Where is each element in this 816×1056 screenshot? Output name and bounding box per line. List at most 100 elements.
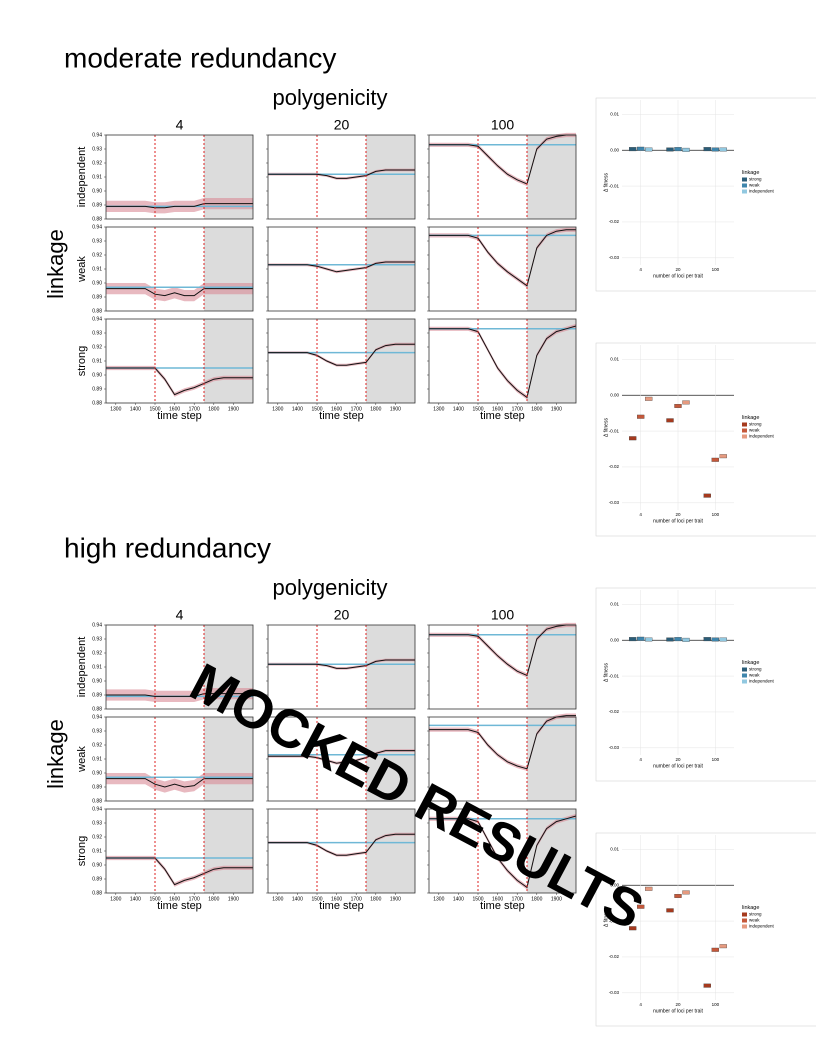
legend-swatch (742, 918, 747, 923)
legend-label: weak (749, 428, 760, 433)
row-label: strong (76, 346, 88, 377)
y-tick-label: 0.88 (92, 308, 102, 314)
y-tick-label: 0.88 (92, 890, 102, 896)
box (711, 147, 719, 152)
legend-swatch (742, 924, 747, 929)
confidence-band (106, 688, 253, 702)
column-label: 4 (176, 607, 184, 623)
y-tick-label: 0.93 (92, 820, 102, 826)
x-tick-label: 1900 (228, 406, 239, 412)
treated-line (429, 624, 576, 677)
x-tick-label: 4 (639, 1002, 642, 1007)
y-tick-label: -0.03 (609, 500, 620, 505)
x-tick-label: 1800 (208, 406, 219, 412)
treated-line (429, 134, 576, 185)
treated-line (106, 367, 253, 396)
y-tick-label: 0.92 (92, 252, 102, 258)
y-tick-label: 0.90 (92, 862, 102, 868)
box (666, 637, 674, 642)
box (711, 637, 719, 642)
box (682, 890, 690, 895)
treated-line (106, 203, 253, 209)
y-tick-label: 0.92 (92, 650, 102, 656)
y-tick-label: 0.00 (610, 147, 619, 152)
x-tick-label: 1700 (512, 406, 523, 412)
section-title: moderate redundancy (64, 42, 336, 73)
panel-frame (267, 808, 416, 894)
boxplot: -0.03 -0.02 -0.01 0.00 0.01 Δ fitness 4 20 100 nu… (595, 342, 816, 537)
legend-label: weak (749, 918, 760, 923)
y-tick-label: 0.93 (92, 728, 102, 734)
confidence-band (429, 813, 576, 890)
box (674, 404, 682, 408)
y-tick-label: 0.88 (92, 400, 102, 406)
x-axis-label: number of loci per trait (653, 273, 703, 279)
row-label: independent (76, 147, 88, 208)
x-axis-label: time step (157, 900, 202, 912)
legend-title: linkage (742, 905, 759, 911)
treated-line (268, 343, 415, 366)
x-tick-label: 20 (675, 267, 681, 272)
treated-line (268, 169, 415, 179)
panel (427, 226, 577, 312)
x-tick-label: 1500 (472, 896, 483, 902)
confidence-band (106, 365, 253, 397)
x-tick-label: 20 (675, 757, 681, 762)
column-label: 4 (176, 117, 184, 133)
legend-swatch (742, 673, 747, 678)
x-tick-label: 1800 (531, 896, 542, 902)
legend-title: linkage (742, 660, 759, 666)
x-tick-label: 1900 (551, 896, 562, 902)
x-axis-label: time step (157, 410, 202, 422)
box (637, 904, 645, 909)
x-tick-label: 1900 (390, 406, 401, 412)
y-tick-label: 0.94 (92, 132, 102, 138)
box (666, 418, 674, 423)
y-tick-label: 0.00 (610, 637, 619, 642)
y-tick-label: 0.91 (92, 266, 102, 272)
shaded-region (527, 227, 576, 311)
y-tick-label: 0.93 (92, 238, 102, 244)
x-tick-label: 1500 (149, 406, 160, 412)
legend-swatch (742, 428, 747, 433)
plot-frame (595, 97, 816, 292)
box (637, 146, 645, 151)
x-tick-label: 1400 (453, 406, 464, 412)
y-tick-label: 0.01 (610, 602, 619, 607)
treated-line (106, 693, 253, 697)
x-tick-label: 100 (712, 757, 720, 762)
x-axis-label: number of loci per trait (653, 1008, 703, 1014)
column-label: 20 (334, 607, 350, 623)
box (703, 637, 711, 642)
legend-title: linkage (742, 415, 759, 421)
x-tick-label: 1900 (228, 896, 239, 902)
y-tick-label: 0.93 (92, 330, 102, 336)
legend-swatch (742, 177, 747, 182)
panel-frame (267, 134, 416, 220)
shaded-region (527, 717, 576, 801)
panel-frame (428, 134, 577, 220)
x-tick-label: 4 (639, 512, 642, 517)
column-label: 100 (491, 607, 515, 623)
x-tick-label: 1700 (512, 896, 523, 902)
x-tick-label: 1800 (208, 896, 219, 902)
legend-label: independent (749, 679, 775, 684)
y-tick-label: 0.91 (92, 174, 102, 180)
panel-frame (105, 226, 254, 312)
treated-line (429, 715, 576, 770)
x-tick-label: 1400 (130, 406, 141, 412)
x-tick-label: 20 (675, 1002, 681, 1007)
boxplot: -0.03 -0.02 -0.01 0.00 0.01 Δ fitness 4 20 100 nu… (595, 832, 816, 1027)
y-tick-label: -0.02 (609, 709, 620, 714)
x-tick-label: 1400 (130, 896, 141, 902)
x-tick-label: 1600 (169, 896, 180, 902)
box (645, 637, 653, 642)
box (682, 637, 690, 642)
box (682, 147, 690, 152)
y-tick-label: -0.02 (609, 464, 620, 469)
x-axis-label: number of loci per trait (653, 763, 703, 769)
boxplot: -0.03 -0.02 -0.01 0.00 0.01 Δ fitness 4 20 100 nu… (595, 587, 816, 782)
box (629, 147, 637, 152)
legend-label: strong (749, 667, 762, 672)
treated-line (106, 288, 253, 297)
